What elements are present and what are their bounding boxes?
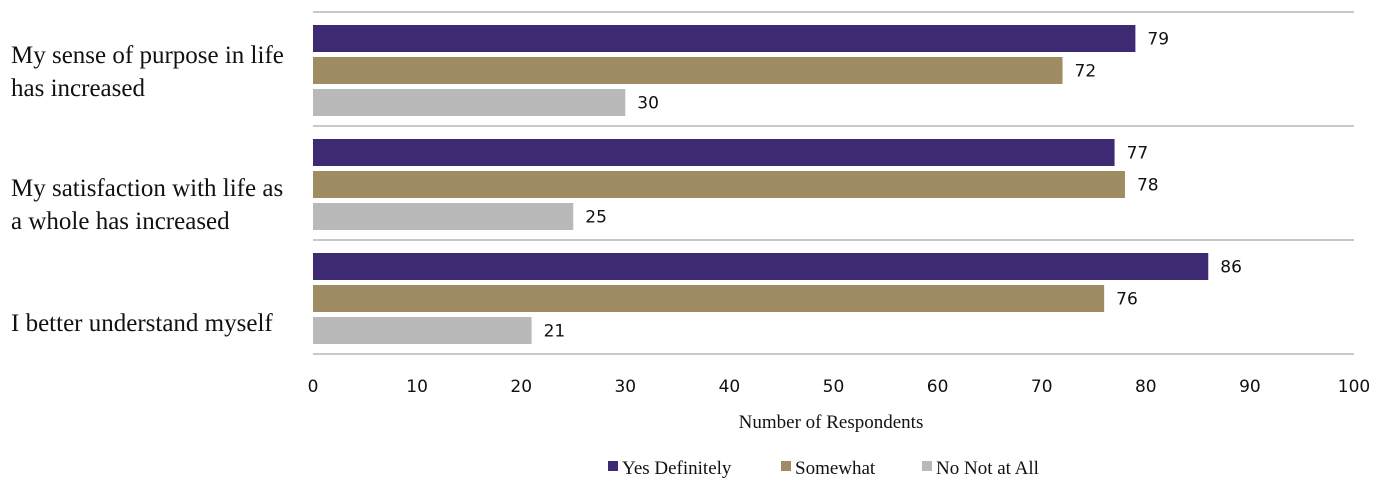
- bar-somewhat-1: [313, 171, 1125, 198]
- category-label-1-line-0: My satisfaction with life as: [11, 175, 283, 202]
- legend-swatch-2: [922, 461, 932, 471]
- bar-somewhat-2: [313, 285, 1105, 312]
- x-tick-label: 10: [406, 377, 428, 397]
- bar-yes-definitely-2: [313, 253, 1209, 280]
- legend-swatch-0: [608, 461, 618, 471]
- x-tick-label: 70: [1031, 377, 1053, 397]
- value-label: 72: [1075, 62, 1097, 82]
- value-label: 30: [637, 94, 659, 114]
- value-label: 25: [585, 208, 607, 228]
- value-label: 76: [1116, 290, 1138, 310]
- legend-label-0: Yes Definitely: [622, 458, 732, 479]
- x-tick-label: 90: [1239, 377, 1261, 397]
- x-tick-label: 40: [719, 377, 741, 397]
- x-tick-label: 20: [510, 377, 532, 397]
- x-tick-label: 50: [823, 377, 845, 397]
- x-tick-label: 0: [308, 377, 319, 397]
- value-label: 79: [1147, 30, 1169, 50]
- value-label: 21: [544, 322, 566, 342]
- value-label: 78: [1137, 176, 1159, 196]
- bar-no-not-at-all-2: [313, 317, 532, 344]
- value-label: 86: [1220, 258, 1242, 278]
- bar-somewhat-0: [313, 57, 1063, 84]
- legend-label-1: Somewhat: [795, 458, 876, 479]
- x-tick-label: 60: [927, 377, 949, 397]
- x-axis-title: Number of Respondents: [739, 412, 924, 433]
- legend-swatch-1: [781, 461, 791, 471]
- value-label: 77: [1127, 144, 1149, 164]
- value-labels: 79 72 30 77 78 25 86 76 21: [544, 30, 1242, 342]
- bar-no-not-at-all-1: [313, 203, 574, 230]
- category-separators: [313, 11, 1354, 355]
- category-label-0-line-0: My sense of purpose in life: [11, 42, 284, 69]
- category-label-1-line-1: a whole has increased: [11, 208, 230, 235]
- x-tick-label: 30: [614, 377, 636, 397]
- category-label-2-line-0: I better understand myself: [11, 310, 273, 337]
- legend-label-2: No Not at All: [936, 458, 1039, 479]
- bar-no-not-at-all-0: [313, 89, 626, 116]
- bar-yes-definitely-0: [313, 25, 1136, 52]
- x-tick-label: 80: [1135, 377, 1157, 397]
- category-label-0-line-1: has increased: [11, 75, 145, 102]
- x-tick-label: 100: [1338, 377, 1370, 397]
- category-labels: My sense of purpose in life has increased…: [11, 42, 284, 337]
- x-axis-ticks: 0 10 20 30 40 50 60 70 80 90 100: [308, 377, 1371, 397]
- bar-yes-definitely-1: [313, 139, 1115, 166]
- legend: Yes Definitely Somewhat No Not at All: [608, 458, 1039, 479]
- bars: [313, 25, 1209, 344]
